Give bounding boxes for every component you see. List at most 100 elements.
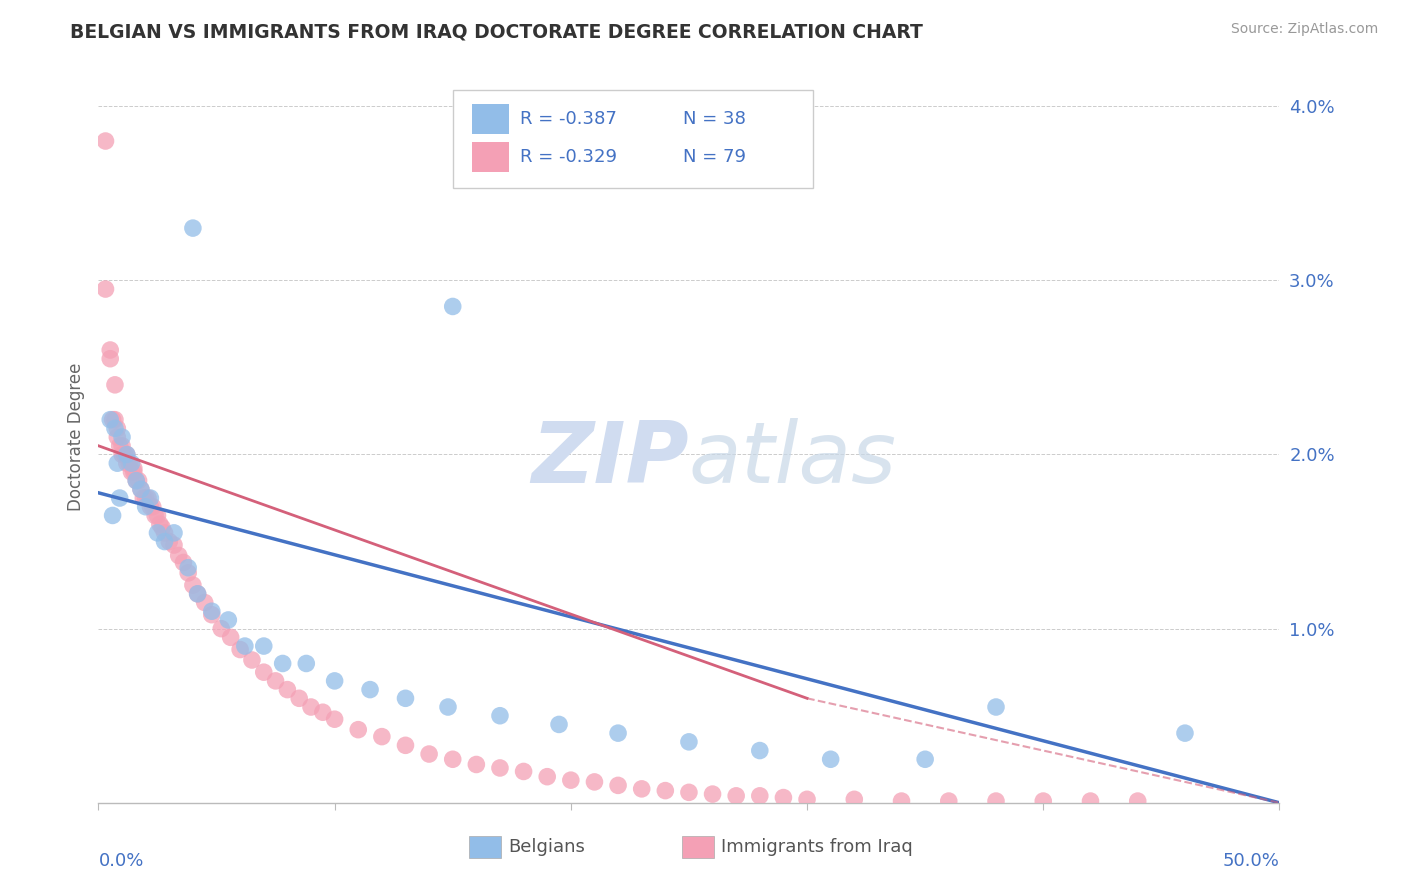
Point [153, 534, 176, 549]
Point [725, 789, 748, 803]
FancyBboxPatch shape [471, 142, 509, 172]
Point [149, 517, 172, 532]
Text: 50.0%: 50.0% [1223, 852, 1279, 870]
Point [153, 525, 176, 540]
Point [630, 781, 652, 796]
Point [240, 653, 263, 667]
Point [125, 474, 148, 488]
Point [98, 343, 121, 357]
Point [118, 456, 141, 470]
Text: Immigrants from Iraq: Immigrants from Iraq [721, 838, 912, 856]
Point [489, 761, 512, 775]
Point [98, 351, 121, 366]
Text: N = 38: N = 38 [683, 110, 747, 128]
Point [253, 639, 276, 653]
Point [115, 456, 138, 470]
Point [167, 549, 190, 563]
Point [264, 673, 287, 688]
Point [678, 735, 700, 749]
Point [111, 430, 134, 444]
FancyBboxPatch shape [470, 837, 501, 858]
Point [181, 221, 204, 235]
Point [105, 430, 128, 444]
Text: N = 79: N = 79 [683, 148, 747, 166]
Point [121, 465, 143, 479]
Point [157, 534, 180, 549]
Point [209, 622, 232, 636]
Point [187, 587, 209, 601]
Point [984, 794, 1007, 808]
Point [122, 461, 145, 475]
Point [111, 439, 134, 453]
Text: 0.0%: 0.0% [98, 852, 143, 870]
Point [347, 723, 370, 737]
Point [418, 747, 440, 761]
Point [104, 412, 127, 426]
Point [371, 730, 394, 744]
Point [441, 300, 464, 314]
Point [394, 739, 416, 753]
Point [654, 783, 676, 797]
Point [94, 282, 117, 296]
Point [323, 712, 346, 726]
Point [299, 700, 322, 714]
Point [181, 578, 204, 592]
Point [136, 491, 159, 505]
Point [312, 705, 335, 719]
Point [177, 566, 200, 580]
Point [122, 465, 145, 479]
Point [489, 708, 512, 723]
Point [233, 639, 256, 653]
Point [217, 613, 239, 627]
Point [820, 752, 842, 766]
Point [560, 773, 582, 788]
Point [437, 700, 460, 714]
Point [146, 508, 169, 523]
Point [201, 607, 224, 622]
Text: atlas: atlas [689, 417, 897, 500]
Y-axis label: Doctorate Degree: Doctorate Degree [66, 363, 84, 511]
Point [129, 483, 152, 497]
Point [177, 560, 200, 574]
Point [1174, 726, 1197, 740]
FancyBboxPatch shape [453, 90, 813, 188]
Point [150, 521, 173, 535]
Point [105, 421, 128, 435]
Point [187, 587, 209, 601]
Point [984, 700, 1007, 714]
Point [98, 412, 121, 426]
Point [512, 764, 534, 779]
Point [219, 631, 242, 645]
Point [201, 604, 224, 618]
Point [111, 448, 134, 462]
Text: BELGIAN VS IMMIGRANTS FROM IRAQ DOCTORATE DEGREE CORRELATION CHART: BELGIAN VS IMMIGRANTS FROM IRAQ DOCTORAT… [70, 22, 924, 41]
Text: R = -0.387: R = -0.387 [520, 110, 617, 128]
Point [163, 525, 186, 540]
Point [271, 657, 294, 671]
Point [163, 538, 186, 552]
Point [135, 500, 157, 514]
Point [108, 491, 131, 505]
Point [121, 456, 143, 470]
Text: Source: ZipAtlas.com: Source: ZipAtlas.com [1230, 22, 1378, 37]
Point [1126, 794, 1149, 808]
Point [115, 448, 138, 462]
Point [101, 412, 124, 426]
Point [465, 757, 488, 772]
Point [104, 377, 127, 392]
Point [194, 595, 217, 609]
Point [132, 491, 155, 505]
Text: ZIP: ZIP [531, 417, 689, 500]
Point [108, 439, 131, 453]
Point [1032, 794, 1054, 808]
Point [844, 792, 866, 806]
Point [288, 691, 311, 706]
Point [914, 752, 936, 766]
Point [1080, 794, 1102, 808]
Point [172, 556, 194, 570]
FancyBboxPatch shape [471, 103, 509, 135]
Point [135, 491, 157, 505]
Point [104, 421, 127, 435]
Point [112, 448, 135, 462]
Point [748, 789, 770, 803]
